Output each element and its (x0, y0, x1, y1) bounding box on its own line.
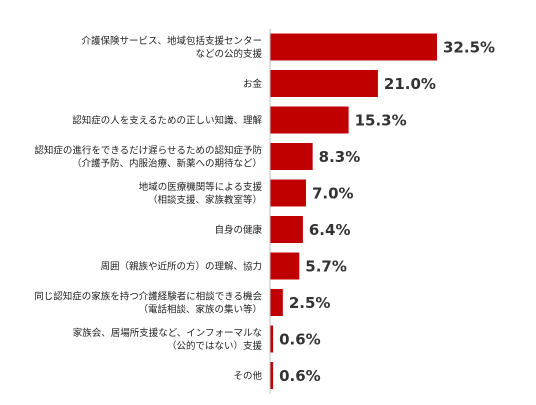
category-label-5: 自身の健康 (214, 224, 262, 236)
category-label-7-line-1: （電話相談、家族の集い等） (138, 304, 262, 316)
value-label-0: 32.5% (443, 39, 495, 57)
category-labels-layer: 介護保険サービス、地域包括支援センターなどの公的支援お金認知症の人を支えるための… (34, 35, 262, 382)
value-label-8: 0.6% (279, 331, 321, 349)
category-label-0: 介護保険サービス、地域包括支援センターなどの公的支援 (81, 35, 262, 60)
category-label-6-line-0: 周囲（親族や近所の方）の理解、協力 (100, 261, 262, 273)
bars-layer (270, 33, 437, 389)
bar-1 (270, 70, 378, 97)
bar-5 (270, 216, 303, 243)
category-label-8: 家族会、居場所支援など、インフォーマルな（公的ではない）支援 (73, 327, 263, 352)
value-label-7: 2.5% (289, 294, 331, 312)
category-label-4-line-1: （相談支援、家族教室等） (148, 194, 262, 206)
value-labels-layer: 32.5% 21.0% 15.3% 8.3% 7.0% 6.4% 5.7% 2.5% 0.6% 0… (279, 39, 495, 386)
category-label-7-line-0: 同じ認知症の家族を持つ介護経験者に相談できる機会 (34, 291, 262, 303)
category-label-2-line-0: 認知症の人を支えるための正しい知識、理解 (72, 115, 262, 127)
bar-4 (270, 179, 306, 207)
value-label-2: 15.3% (355, 112, 407, 130)
category-label-1-line-0: お金 (243, 78, 263, 90)
value-label-5: 6.4% (309, 221, 351, 239)
value-label-4: 7.0% (312, 185, 354, 203)
category-label-3: 認知症の進行をできるだけ遅らせるための認知症予防（介護予防、内服治療、新薬への期… (34, 145, 262, 170)
category-label-3-line-1: （介護予防、内服治療、新薬への期待など） (72, 158, 262, 170)
category-label-4-line-0: 地域の医療機関等による支援 (139, 181, 263, 193)
category-label-5-line-0: 自身の健康 (214, 224, 262, 236)
category-label-2: 認知症の人を支えるための正しい知識、理解 (72, 115, 262, 127)
bar-0 (270, 33, 437, 61)
bar-3 (270, 143, 313, 170)
category-label-8-line-1: （公的ではない）支援 (167, 340, 263, 352)
bar-6 (270, 252, 300, 280)
bar-9 (270, 362, 274, 389)
category-label-4: 地域の医療機関等による支援（相談支援、家族教室等） (139, 181, 263, 206)
bar-7 (270, 289, 283, 316)
category-label-8-line-0: 家族会、居場所支援など、インフォーマルな (73, 327, 262, 339)
category-label-6: 周囲（親族や近所の方）の理解、協力 (100, 261, 262, 273)
category-label-9: その他 (233, 370, 262, 382)
value-label-9: 0.6% (279, 367, 321, 385)
category-label-1: お金 (243, 78, 263, 90)
value-label-3: 8.3% (319, 148, 361, 166)
value-label-6: 5.7% (305, 258, 347, 276)
category-label-9-line-0: その他 (233, 370, 262, 382)
bar-8 (270, 325, 274, 353)
category-label-0-line-1: などの公的支援 (195, 48, 262, 60)
bar-2 (270, 106, 349, 134)
category-label-7: 同じ認知症の家族を持つ介護経験者に相談できる機会（電話相談、家族の集い等） (34, 291, 262, 316)
category-label-3-line-0: 認知症の進行をできるだけ遅らせるための認知症予防 (34, 145, 262, 157)
value-label-1: 21.0% (384, 75, 436, 93)
category-label-0-line-0: 介護保険サービス、地域包括支援センター (81, 35, 262, 47)
